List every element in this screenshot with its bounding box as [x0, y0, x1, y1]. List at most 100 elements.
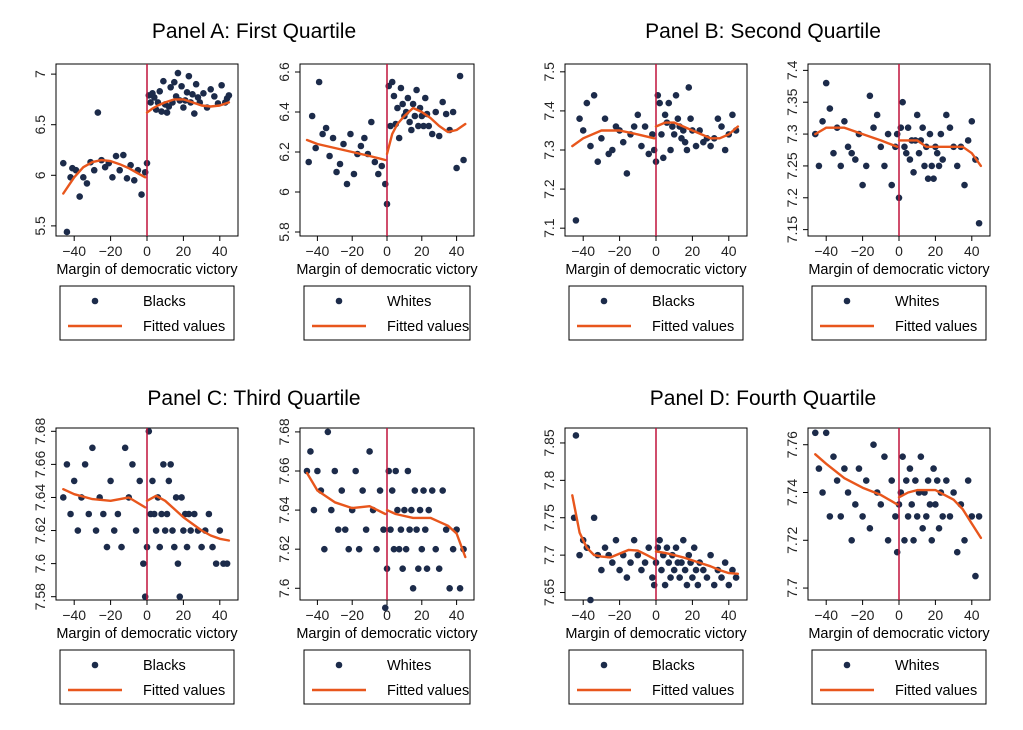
data-point — [404, 94, 412, 102]
data-point — [862, 162, 870, 170]
plot-5: 7.58 7.6 7.62 7.64 7.66 7.68 −40 −20 0 20 40 Margin… — [32, 417, 239, 705]
data-point — [576, 115, 583, 123]
data-point — [718, 574, 725, 581]
data-point — [401, 506, 408, 514]
x-tick-label: 40 — [212, 607, 228, 623]
data-point — [109, 174, 116, 181]
data-point — [409, 100, 417, 108]
y-tick-label: 7 — [32, 70, 48, 78]
x-tick-label: −40 — [571, 243, 595, 259]
y-tick-label: 7.68 — [276, 418, 292, 445]
data-point — [729, 111, 736, 119]
data-point — [669, 123, 676, 130]
x-tick-label: 20 — [685, 607, 701, 623]
data-point — [964, 477, 972, 484]
data-point — [572, 217, 580, 224]
data-point — [308, 112, 316, 120]
data-point — [67, 510, 74, 518]
data-point — [665, 559, 673, 566]
legend-label-points: Whites — [387, 658, 431, 674]
data-point — [915, 149, 923, 157]
data-point — [641, 123, 649, 130]
data-point — [172, 494, 180, 501]
data-point — [707, 142, 714, 150]
data-point — [721, 146, 729, 154]
legend-marker-points — [335, 297, 343, 305]
fitted-line-right — [145, 98, 231, 114]
data-point — [844, 143, 852, 151]
data-point — [187, 527, 194, 534]
y-tick-label: 7.6 — [32, 554, 48, 574]
data-point — [678, 559, 685, 566]
y-tick-label: 7.15 — [784, 216, 800, 243]
data-point — [420, 122, 427, 130]
data-point — [859, 181, 866, 189]
data-point — [380, 526, 387, 533]
data-point — [964, 137, 972, 144]
data-point — [116, 166, 123, 174]
data-point — [930, 465, 937, 472]
y-tick-label: 7.2 — [541, 179, 557, 199]
data-point — [324, 428, 332, 436]
data-point — [59, 159, 67, 167]
x-tick-label: 40 — [449, 607, 465, 623]
data-point — [663, 544, 671, 551]
data-point — [826, 513, 834, 520]
data-point — [171, 78, 178, 86]
data-point — [338, 487, 346, 494]
data-point — [163, 510, 171, 518]
data-point — [406, 118, 413, 126]
y-tick-label: 7.7 — [541, 545, 557, 565]
data-point — [630, 536, 638, 544]
data-point — [178, 494, 185, 501]
legend: Whites Fitted values — [811, 649, 987, 705]
data-point — [432, 108, 440, 116]
data-point — [442, 526, 450, 533]
plot-3: 7.1 7.2 7.3 7.4 7.5 −40 −20 0 20 40 Margin of demo… — [541, 62, 748, 341]
fitted-line-right — [897, 488, 983, 540]
data-point — [305, 158, 313, 166]
data-point — [714, 115, 722, 123]
legend-label-points: Blacks — [652, 658, 695, 674]
data-point — [350, 170, 358, 178]
data-point — [392, 467, 400, 475]
y-tick-label: 7.62 — [276, 535, 292, 562]
x-tick-label: −40 — [814, 243, 838, 259]
data-point — [680, 536, 687, 544]
plot-4: 7.15 7.2 7.25 7.3 7.35 7.4 −40 −20 0 20 40 Margin o… — [784, 60, 991, 341]
data-point — [81, 461, 89, 468]
data-point — [579, 127, 587, 134]
data-point — [623, 170, 631, 177]
data-point — [376, 487, 384, 494]
legend: Blacks Fitted values — [59, 285, 235, 341]
data-point — [641, 559, 649, 566]
data-point — [409, 584, 417, 592]
data-point — [826, 105, 834, 112]
data-point — [388, 487, 396, 494]
data-point — [930, 175, 937, 182]
data-point — [972, 572, 979, 580]
data-point — [943, 477, 950, 484]
data-point — [381, 604, 389, 612]
data-point — [185, 72, 193, 80]
legend-marker-points — [600, 661, 608, 669]
data-point — [902, 149, 910, 157]
data-point — [456, 72, 464, 80]
data-point — [924, 477, 932, 484]
data-point — [841, 465, 848, 472]
data-point — [667, 146, 674, 154]
data-point — [408, 506, 415, 514]
data-point — [590, 91, 598, 99]
data-point — [917, 453, 925, 460]
fitted-line-right — [654, 121, 740, 140]
data-point — [90, 166, 98, 174]
data-point — [943, 111, 950, 119]
data-point — [862, 477, 870, 484]
data-point — [888, 181, 896, 189]
data-point — [180, 527, 187, 534]
data-point — [176, 593, 184, 600]
data-point — [83, 180, 91, 187]
data-point — [661, 581, 669, 589]
data-point — [183, 89, 191, 96]
y-tick-label: 7.4 — [541, 101, 557, 121]
